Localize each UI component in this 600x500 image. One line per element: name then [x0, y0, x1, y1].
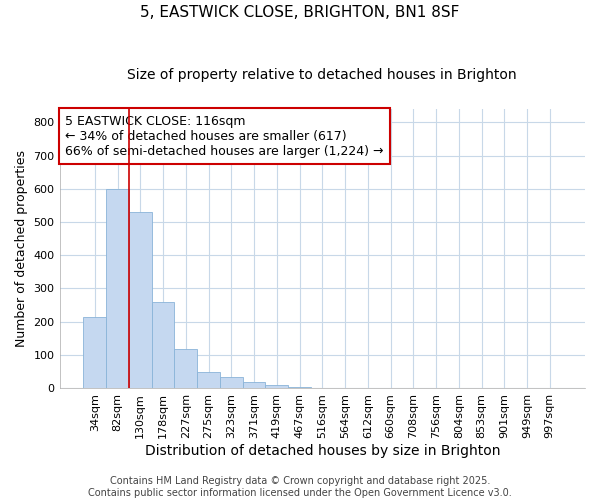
Bar: [265, 384, 288, 388]
Bar: [220, 378, 242, 388]
Text: 5, EASTWICK CLOSE, BRIGHTON, BN1 8SF: 5, EASTWICK CLOSE, BRIGHTON, BN1 8SF: [140, 5, 460, 20]
X-axis label: Distribution of detached houses by size in Brighton: Distribution of detached houses by size …: [145, 444, 500, 458]
Bar: [288, 386, 311, 388]
Bar: [197, 372, 220, 388]
Bar: [152, 302, 175, 388]
Bar: [129, 212, 152, 388]
Bar: [242, 382, 265, 388]
Bar: [83, 316, 106, 388]
Y-axis label: Number of detached properties: Number of detached properties: [15, 150, 28, 347]
Bar: [106, 188, 129, 388]
Text: Contains HM Land Registry data © Crown copyright and database right 2025.
Contai: Contains HM Land Registry data © Crown c…: [88, 476, 512, 498]
Title: Size of property relative to detached houses in Brighton: Size of property relative to detached ho…: [127, 68, 517, 82]
Text: 5 EASTWICK CLOSE: 116sqm
← 34% of detached houses are smaller (617)
66% of semi-: 5 EASTWICK CLOSE: 116sqm ← 34% of detach…: [65, 114, 383, 158]
Bar: [175, 349, 197, 388]
